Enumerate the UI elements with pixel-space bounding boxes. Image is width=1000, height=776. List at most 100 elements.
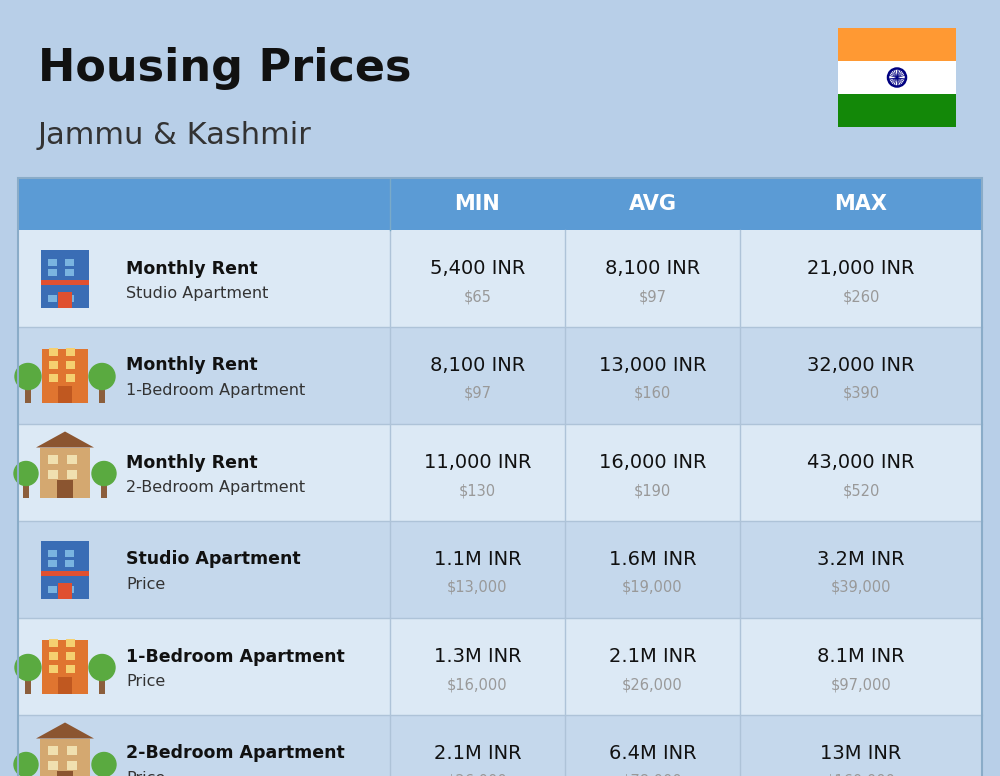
Bar — [49, 652, 58, 660]
Bar — [42, 639, 88, 694]
Bar — [41, 541, 89, 598]
Text: $26,000: $26,000 — [622, 677, 683, 692]
Text: 32,000 INR: 32,000 INR — [807, 356, 915, 375]
Text: $26,000: $26,000 — [447, 774, 508, 776]
Text: $78,000: $78,000 — [622, 774, 683, 776]
Bar — [66, 374, 75, 382]
Text: 8.1M INR: 8.1M INR — [817, 647, 905, 666]
Text: AVG: AVG — [629, 194, 676, 214]
Bar — [65, 549, 74, 556]
Text: $130: $130 — [459, 483, 496, 498]
Text: 11,000 INR: 11,000 INR — [424, 453, 531, 472]
Text: Monthly Rent: Monthly Rent — [126, 453, 258, 472]
Text: 1-Bedroom Apartment: 1-Bedroom Apartment — [126, 647, 345, 666]
Bar — [23, 480, 29, 497]
Text: Monthly Rent: Monthly Rent — [126, 259, 258, 278]
Polygon shape — [36, 722, 94, 739]
Text: 5,400 INR: 5,400 INR — [430, 259, 525, 278]
Bar — [838, 61, 956, 94]
Bar — [48, 258, 57, 265]
Bar — [23, 771, 29, 776]
Text: $97: $97 — [464, 386, 492, 401]
Text: Monthly Rent: Monthly Rent — [126, 356, 258, 375]
Bar — [58, 386, 72, 403]
Bar — [40, 739, 90, 776]
Bar — [18, 178, 982, 776]
Bar — [48, 469, 58, 479]
Bar — [48, 559, 57, 566]
Text: 43,000 INR: 43,000 INR — [807, 453, 915, 472]
Text: MIN: MIN — [455, 194, 500, 214]
Bar — [65, 295, 74, 302]
Bar — [58, 677, 72, 694]
Bar — [65, 258, 74, 265]
Text: 13M INR: 13M INR — [820, 744, 902, 763]
Text: $160,000: $160,000 — [826, 774, 896, 776]
Bar — [49, 665, 58, 673]
Bar — [66, 639, 75, 647]
Bar — [838, 28, 956, 61]
Text: 13,000 INR: 13,000 INR — [599, 356, 706, 375]
Text: Housing Prices: Housing Prices — [38, 47, 412, 89]
Bar — [66, 348, 75, 356]
Text: 16,000 INR: 16,000 INR — [599, 453, 706, 472]
Circle shape — [14, 462, 38, 486]
Bar — [49, 348, 58, 356]
Text: $260: $260 — [842, 289, 880, 304]
Bar — [48, 268, 57, 275]
Bar — [18, 521, 982, 618]
Text: Price: Price — [126, 771, 165, 776]
Circle shape — [92, 753, 116, 776]
Bar — [18, 178, 982, 230]
Bar — [18, 230, 982, 327]
Text: $16,000: $16,000 — [447, 677, 508, 692]
Circle shape — [92, 462, 116, 486]
Bar — [18, 327, 982, 424]
Text: $97: $97 — [639, 289, 666, 304]
Bar — [41, 279, 89, 286]
Text: 1.6M INR: 1.6M INR — [609, 550, 696, 569]
Circle shape — [15, 654, 41, 681]
Text: 1.3M INR: 1.3M INR — [434, 647, 521, 666]
Text: $520: $520 — [842, 483, 880, 498]
Circle shape — [14, 753, 38, 776]
Bar — [49, 361, 58, 369]
Text: Jammu & Kashmir: Jammu & Kashmir — [38, 120, 312, 150]
Text: 8,100 INR: 8,100 INR — [430, 356, 525, 375]
Text: 6.4M INR: 6.4M INR — [609, 744, 696, 763]
Bar — [57, 480, 73, 497]
Bar — [48, 549, 57, 556]
Text: $97,000: $97,000 — [831, 677, 891, 692]
Text: $390: $390 — [842, 386, 880, 401]
Bar — [101, 771, 107, 776]
Text: 2.1M INR: 2.1M INR — [434, 744, 521, 763]
Bar — [66, 665, 75, 673]
Bar — [49, 639, 58, 647]
Bar — [41, 570, 89, 577]
Bar — [48, 746, 58, 754]
Bar — [99, 674, 105, 694]
Bar — [25, 674, 31, 694]
Bar — [67, 760, 77, 770]
Circle shape — [89, 363, 115, 390]
Text: MAX: MAX — [834, 194, 888, 214]
Bar — [838, 94, 956, 127]
Text: $13,000: $13,000 — [447, 580, 508, 595]
Bar — [58, 583, 72, 598]
Bar — [18, 424, 982, 521]
Bar — [18, 618, 982, 715]
Bar — [67, 455, 77, 463]
Text: Price: Price — [126, 674, 165, 689]
Text: 1.1M INR: 1.1M INR — [434, 550, 521, 569]
Text: $65: $65 — [464, 289, 491, 304]
Bar — [48, 455, 58, 463]
Bar — [48, 760, 58, 770]
Text: $190: $190 — [634, 483, 671, 498]
Bar — [65, 268, 74, 275]
Bar — [41, 250, 89, 307]
Bar — [49, 374, 58, 382]
Bar — [57, 771, 73, 776]
Text: 8,100 INR: 8,100 INR — [605, 259, 700, 278]
Bar — [101, 480, 107, 497]
Bar — [67, 469, 77, 479]
